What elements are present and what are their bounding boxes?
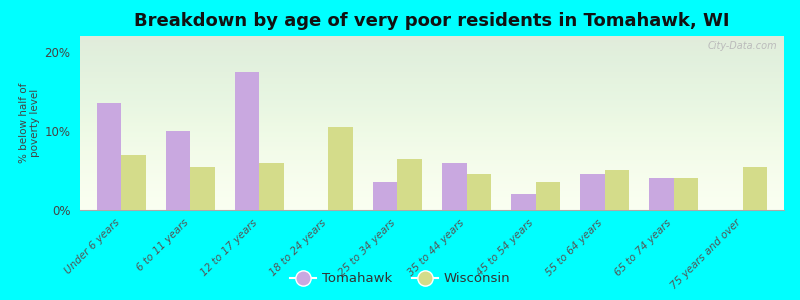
Bar xyxy=(259,163,284,210)
Bar xyxy=(650,178,674,210)
Bar xyxy=(374,182,398,210)
Y-axis label: % below half of
poverty level: % below half of poverty level xyxy=(18,83,40,163)
Bar xyxy=(98,103,122,210)
Text: City-Data.com: City-Data.com xyxy=(707,41,777,51)
Bar xyxy=(511,194,535,210)
Bar xyxy=(535,182,560,210)
Bar xyxy=(442,163,466,210)
Legend: Tomahawk, Wisconsin: Tomahawk, Wisconsin xyxy=(285,267,515,290)
Bar xyxy=(580,174,605,210)
Bar xyxy=(166,131,190,210)
Title: Breakdown by age of very poor residents in Tomahawk, WI: Breakdown by age of very poor residents … xyxy=(134,12,730,30)
Bar xyxy=(674,178,698,210)
Bar xyxy=(122,154,146,210)
Bar xyxy=(742,167,766,210)
Bar xyxy=(329,127,353,210)
Bar xyxy=(466,174,490,210)
Bar xyxy=(605,170,629,210)
Bar xyxy=(190,167,214,210)
Bar xyxy=(235,72,259,210)
Bar xyxy=(398,159,422,210)
